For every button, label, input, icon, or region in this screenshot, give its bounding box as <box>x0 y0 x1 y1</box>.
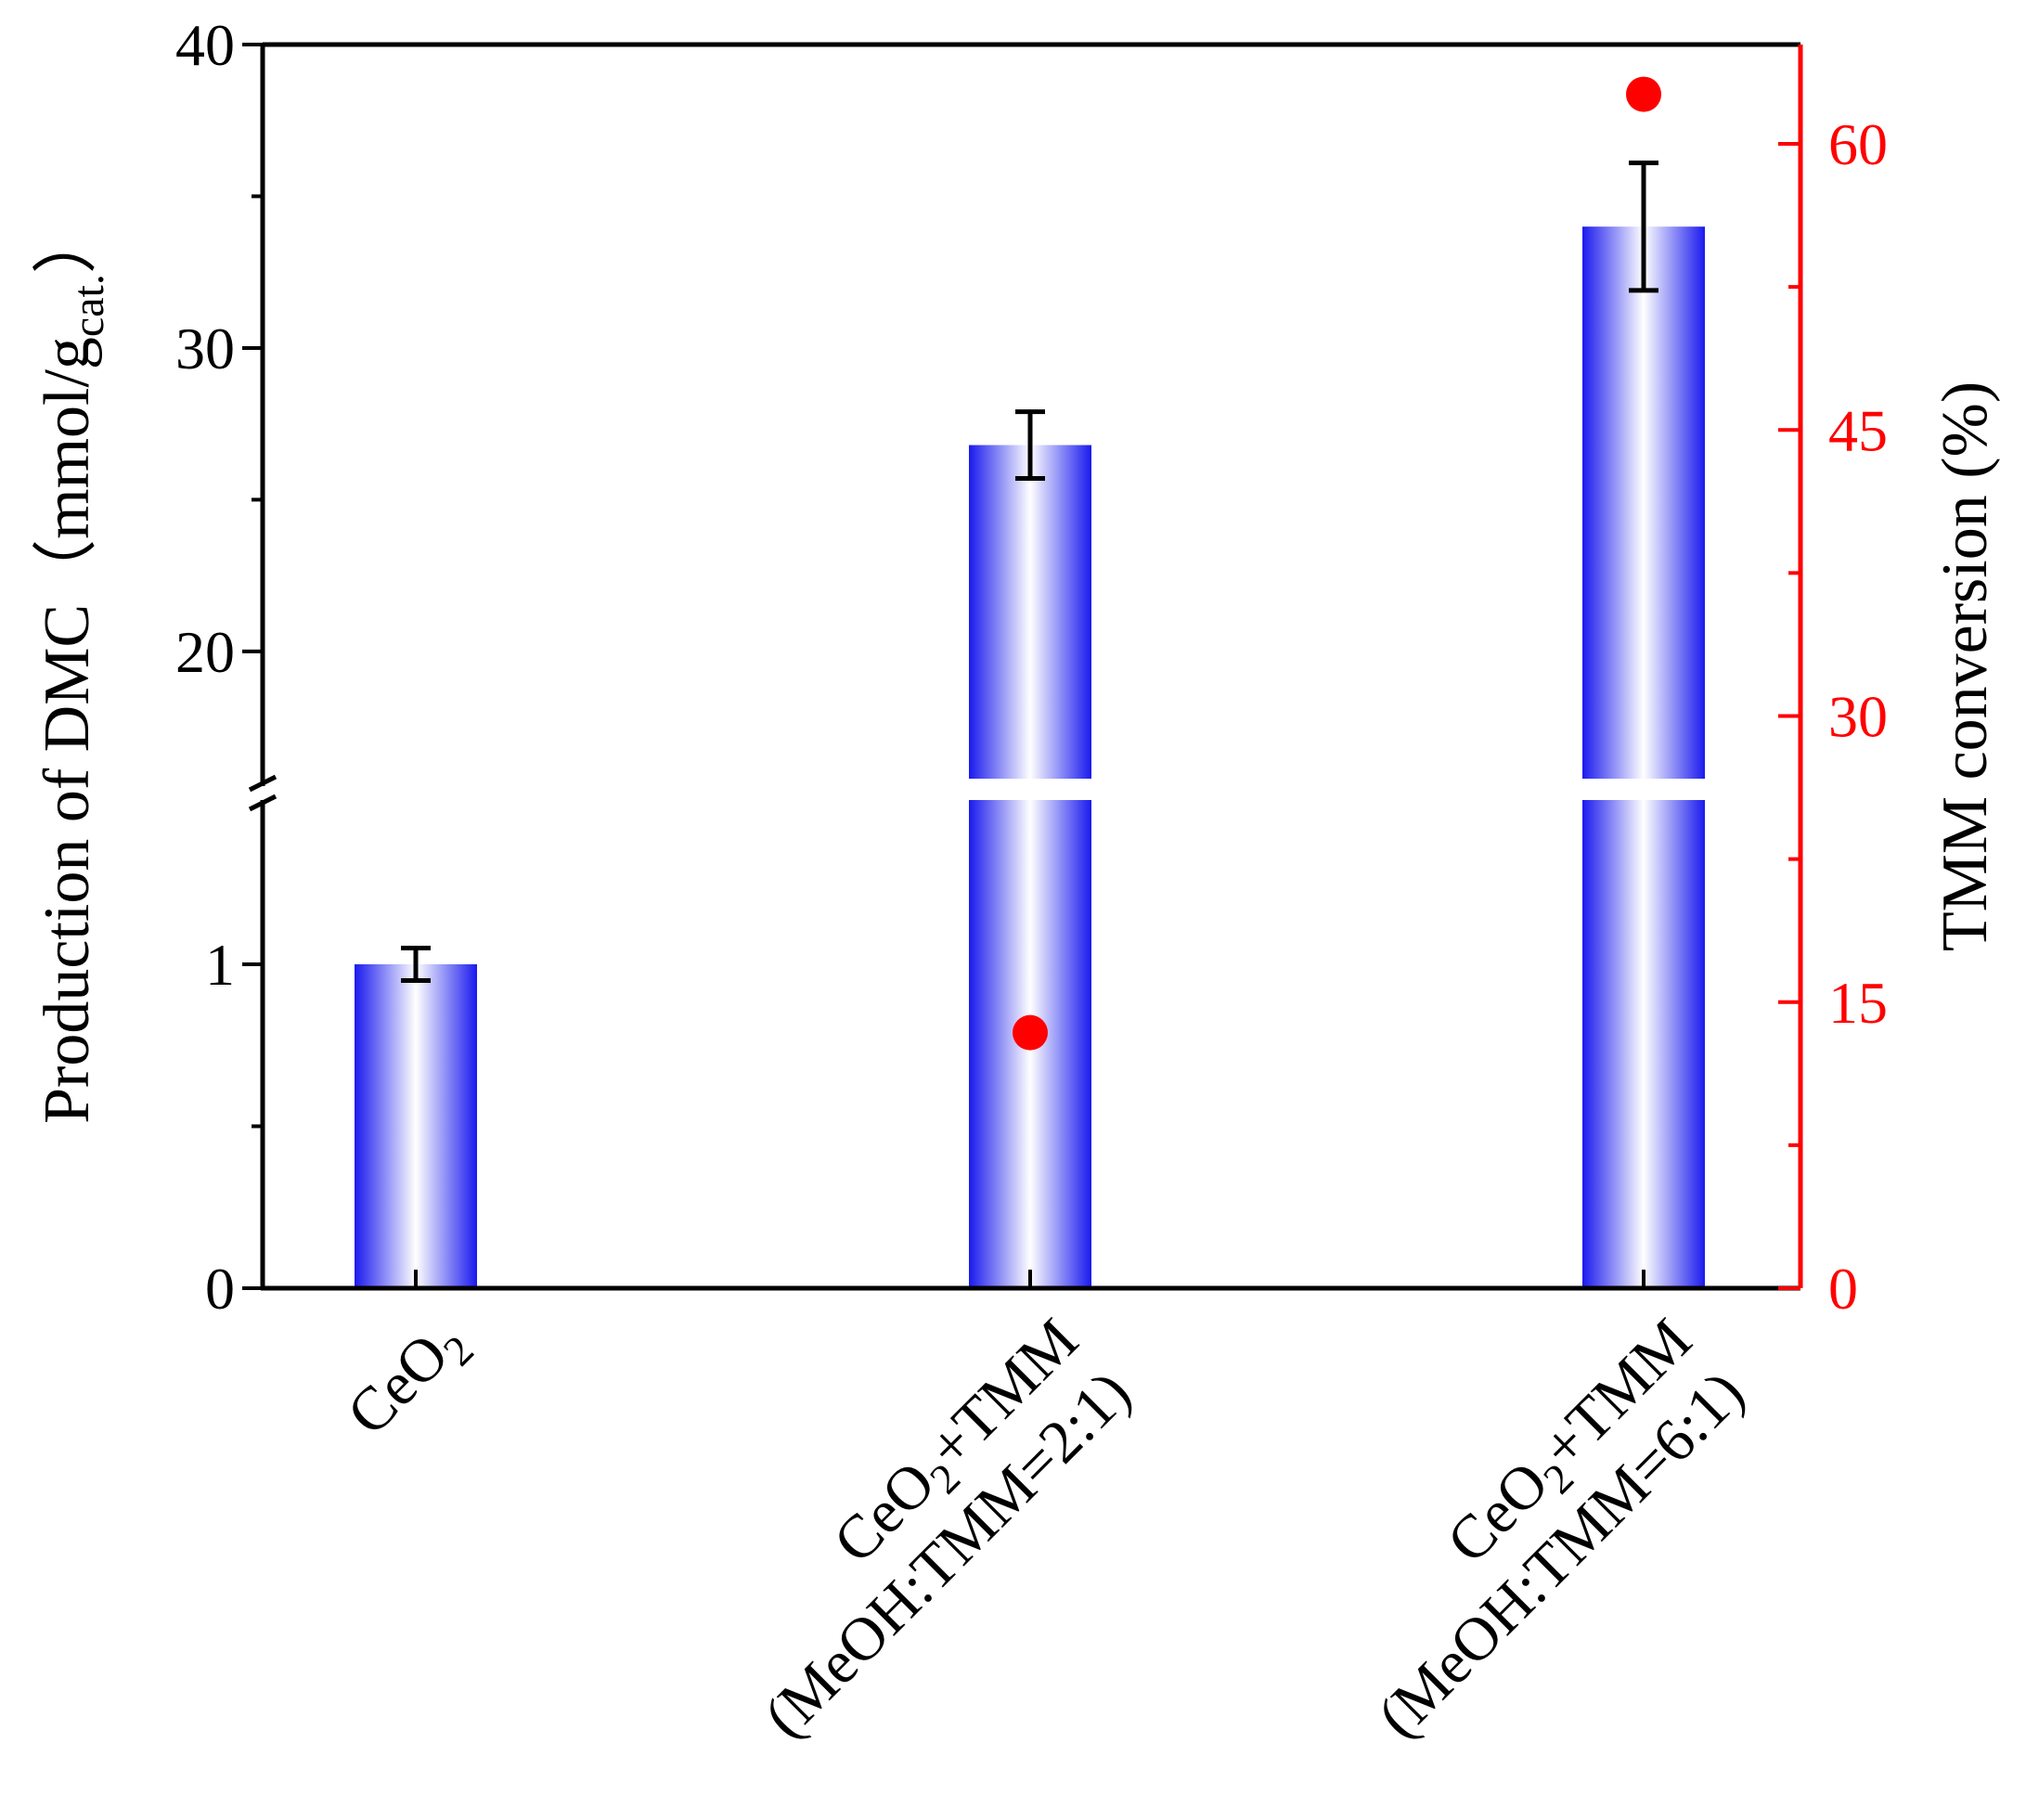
right-tick-label: 30 <box>1828 684 1888 750</box>
right-tick-label: 15 <box>1828 970 1888 1036</box>
bar <box>355 964 477 1288</box>
axis-break-mark <box>248 774 277 793</box>
category-label: CeO2 <box>334 1306 483 1454</box>
right-tick-label: 0 <box>1828 1256 1858 1322</box>
category-label-line1: CeO2 <box>334 1306 483 1454</box>
category-label: CeO2+TMM(MeOH:TMM=6:1) <box>1364 1306 1757 1750</box>
conversion-point <box>1626 76 1661 112</box>
bar <box>1582 226 1705 779</box>
category-label: CeO2+TMM(MeOH:TMM=2:1) <box>751 1306 1143 1750</box>
axes-layer <box>242 42 1803 1291</box>
error-bars-layer <box>401 161 1658 983</box>
right-tick-label: 45 <box>1828 397 1888 463</box>
left-tick-label: 30 <box>175 316 235 381</box>
left-axis-title: Production of DMC（mmol/gcat.） <box>32 209 113 1124</box>
axis-break-mark <box>248 794 277 812</box>
points-layer <box>1013 76 1661 1051</box>
bar-lower-segment <box>1582 800 1705 1288</box>
right-axis-title-text: TMM conversion (%) <box>1929 381 2001 951</box>
left-axis-title-text: Production of DMC（mmol/gcat.） <box>32 209 113 1124</box>
left-tick-label: 0 <box>205 1256 235 1322</box>
right-axis-title: TMM conversion (%) <box>1929 381 2001 951</box>
left-tick-label: 20 <box>175 619 235 685</box>
left-tick-label: 1 <box>205 932 235 998</box>
conversion-point <box>1013 1014 1048 1051</box>
right-tick-label: 60 <box>1828 111 1888 177</box>
bars-layer <box>355 226 1705 1288</box>
bar <box>969 445 1091 779</box>
left-tick-label: 40 <box>175 12 235 78</box>
